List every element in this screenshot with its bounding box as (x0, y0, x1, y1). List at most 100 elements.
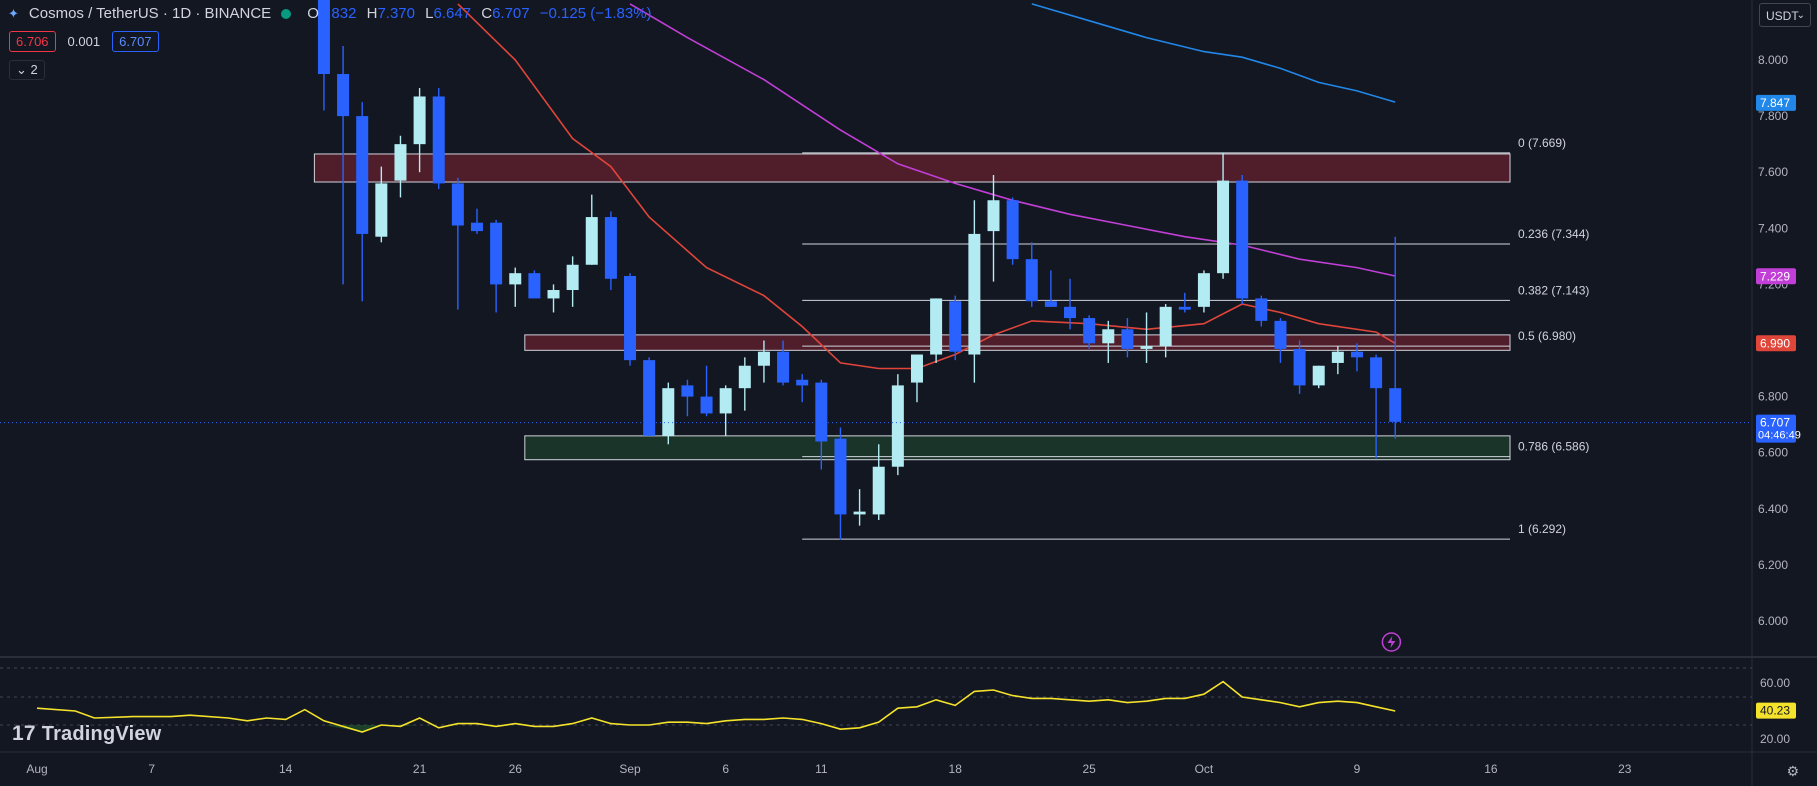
candle[interactable] (1140, 312, 1153, 363)
indicators-toggle[interactable]: ⌄ 2 (9, 60, 45, 80)
candle[interactable] (1274, 318, 1287, 363)
price-axis-tick: 8.000 (1758, 53, 1788, 67)
candle[interactable] (1370, 354, 1383, 459)
price-axis-tick: 6.000 (1758, 614, 1788, 628)
candle[interactable] (585, 194, 598, 265)
candle-body (1121, 329, 1134, 349)
candle[interactable] (643, 357, 656, 436)
oscillator-badge-value: 40.23 (1760, 704, 1790, 718)
candle[interactable] (910, 354, 923, 403)
time-axis-tick: Sep (619, 762, 641, 776)
candle[interactable] (566, 256, 579, 307)
candle[interactable] (1197, 270, 1210, 313)
candle[interactable] (662, 382, 675, 445)
candle-body (1083, 318, 1096, 344)
candle-body (700, 396, 713, 414)
candle-body (604, 217, 617, 279)
candle[interactable] (1236, 175, 1249, 305)
candle[interactable] (375, 166, 388, 243)
candle[interactable] (317, 0, 330, 111)
buy-button[interactable]: 6.707 (112, 31, 159, 52)
fib-level-label: 0.5 (6.980) (1518, 329, 1576, 343)
candle[interactable] (1350, 343, 1363, 372)
candle[interactable] (337, 45, 350, 285)
candle[interactable] (1102, 320, 1115, 363)
moving-average-line[interactable] (1031, 3, 1396, 103)
candle-body (566, 264, 579, 291)
candle[interactable] (700, 365, 713, 417)
zone-support[interactable] (524, 435, 1511, 461)
candle[interactable] (1331, 346, 1344, 375)
candle[interactable] (1159, 304, 1172, 358)
candle[interactable] (1044, 270, 1057, 307)
candle[interactable] (604, 211, 617, 291)
candle[interactable] (681, 379, 694, 417)
zone-resistance-mid[interactable] (524, 334, 1511, 351)
fib-level-label: 0.382 (7.143) (1518, 283, 1589, 297)
candle[interactable] (777, 340, 790, 386)
candle-body (1312, 365, 1325, 386)
candle[interactable] (796, 374, 809, 403)
price-axis-tick: 7.400 (1758, 221, 1788, 235)
symbol-title[interactable]: Cosmos / TetherUS · 1D · BINANCE (28, 5, 272, 22)
fib-level-label: 0.786 (6.586) (1518, 440, 1589, 454)
candle[interactable] (757, 340, 770, 383)
candle[interactable] (451, 177, 464, 310)
currency-dropdown[interactable]: USDT ⌄ (1759, 3, 1811, 27)
candle[interactable] (834, 427, 847, 540)
price-axis-tick: 6.200 (1758, 558, 1788, 572)
candle[interactable] (719, 385, 732, 436)
candle-body (413, 96, 426, 145)
candle[interactable] (528, 270, 541, 299)
candle[interactable] (356, 102, 369, 302)
candle[interactable] (815, 379, 828, 470)
candle[interactable] (1178, 292, 1191, 313)
candle[interactable] (930, 298, 943, 363)
time-axis-tick: 16 (1484, 762, 1498, 776)
candle[interactable] (509, 267, 522, 307)
candle[interactable] (872, 444, 885, 521)
candle[interactable] (490, 219, 503, 313)
candle[interactable] (394, 135, 407, 198)
branding-text: TradingView (41, 723, 162, 745)
time-axis-tick: 11 (815, 762, 828, 776)
sell-button[interactable]: 6.706 (9, 31, 56, 52)
candle[interactable] (1312, 365, 1325, 389)
candle[interactable] (1389, 236, 1402, 439)
candle[interactable] (987, 175, 1000, 282)
candle[interactable] (949, 295, 962, 361)
candle[interactable] (1083, 315, 1096, 349)
candle[interactable] (1121, 318, 1134, 358)
candle[interactable] (1217, 152, 1230, 279)
candle[interactable] (470, 208, 483, 234)
moving-average-line[interactable] (629, 3, 1396, 277)
candle[interactable] (891, 374, 904, 476)
candle-body (681, 385, 694, 397)
candle-body (1217, 180, 1230, 274)
candle[interactable] (1293, 340, 1306, 394)
candle-body (1293, 348, 1306, 386)
candle-body (585, 217, 598, 265)
candle[interactable] (547, 284, 560, 313)
candle[interactable] (1025, 242, 1038, 307)
candle[interactable] (1064, 278, 1077, 330)
candle-body (872, 466, 885, 515)
candle-body (432, 96, 445, 184)
candle[interactable] (968, 200, 981, 383)
candle[interactable] (1255, 295, 1268, 327)
gear-icon[interactable]: ⚙ (1786, 763, 1799, 779)
candle-body (1197, 273, 1210, 307)
oscillator-line[interactable] (36, 680, 1396, 733)
candle-body (451, 183, 464, 226)
candle[interactable] (624, 273, 637, 366)
lightning-icon[interactable] (1381, 632, 1402, 652)
candle[interactable] (738, 357, 751, 411)
candle-body (356, 116, 369, 234)
candle[interactable] (1006, 197, 1019, 265)
candle[interactable] (853, 489, 866, 526)
candle-body (815, 382, 828, 442)
candle[interactable] (432, 88, 445, 190)
candle[interactable] (413, 88, 426, 173)
